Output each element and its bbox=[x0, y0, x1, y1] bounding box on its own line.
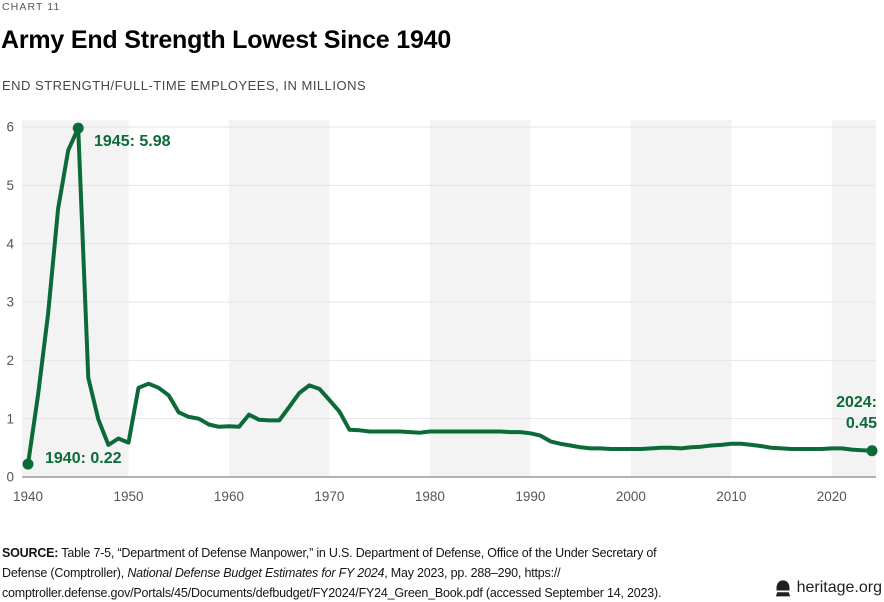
decade-band bbox=[429, 120, 531, 477]
liberty-bell-icon bbox=[775, 579, 790, 596]
y-tick-label: 6 bbox=[6, 120, 14, 135]
annotation-2024-end: 2024: 0.45 bbox=[836, 392, 877, 434]
x-tick-label: 1940 bbox=[13, 489, 43, 504]
source-text-2: Defense (Comptroller), bbox=[2, 566, 128, 580]
chart-title: Army End Strength Lowest Since 1940 bbox=[1, 26, 452, 54]
annotation-1945-peak: 1945: 5.98 bbox=[94, 133, 171, 150]
data-point-marker bbox=[866, 445, 878, 457]
decade-band bbox=[831, 120, 876, 477]
source-note: SOURCE: Table 7-5, “Department of Defens… bbox=[2, 543, 661, 602]
annotation-2024-year: 2024: bbox=[836, 394, 877, 411]
source-line-3: comptroller.defense.gov/Portals/45/Docum… bbox=[2, 583, 661, 602]
x-tick-label: 2000 bbox=[616, 489, 646, 504]
data-point-marker bbox=[22, 458, 34, 470]
source-text-3: , May 2023, pp. 288–290, https:// bbox=[384, 566, 561, 580]
y-tick-label: 1 bbox=[6, 411, 14, 426]
y-tick-label: 2 bbox=[6, 353, 14, 368]
x-tick-label: 1950 bbox=[113, 489, 143, 504]
chart-number: CHART 11 bbox=[2, 1, 61, 13]
source-line-2: Defense (Comptroller), National Defense … bbox=[2, 563, 661, 583]
data-point-marker bbox=[72, 122, 84, 134]
chart-subtitle: END STRENGTH/FULL-TIME EMPLOYEES, IN MIL… bbox=[2, 78, 367, 93]
annotation-1940-start: 1940: 0.22 bbox=[45, 450, 122, 467]
x-tick-label: 1970 bbox=[314, 489, 344, 504]
source-url: comptroller.defense.gov/Portals/45/Docum… bbox=[2, 586, 662, 600]
x-tick-label: 2010 bbox=[716, 489, 746, 504]
y-tick-label: 5 bbox=[6, 178, 14, 193]
annotation-2024-value: 0.45 bbox=[845, 415, 877, 432]
decade-band bbox=[630, 120, 732, 477]
source-text-1: Table 7-5, “Department of Defense Manpow… bbox=[58, 546, 657, 560]
x-tick-label: 2020 bbox=[817, 489, 847, 504]
source-citation-title: National Defense Budget Estimates for FY… bbox=[127, 566, 385, 580]
brand-logo: heritage.org bbox=[775, 579, 882, 597]
y-tick-label: 0 bbox=[6, 470, 14, 485]
end-strength-line bbox=[26, 126, 874, 467]
x-tick-label: 1960 bbox=[214, 489, 244, 504]
x-tick-label: 1990 bbox=[515, 489, 545, 504]
source-label: SOURCE: bbox=[2, 546, 59, 560]
y-tick-label: 4 bbox=[6, 236, 14, 251]
y-tick-label: 3 bbox=[6, 295, 14, 310]
source-line-1: SOURCE: Table 7-5, “Department of Defens… bbox=[2, 543, 661, 563]
brand-text: heritage.org bbox=[796, 579, 882, 596]
x-tick-label: 1980 bbox=[415, 489, 445, 504]
decade-band bbox=[22, 120, 129, 477]
